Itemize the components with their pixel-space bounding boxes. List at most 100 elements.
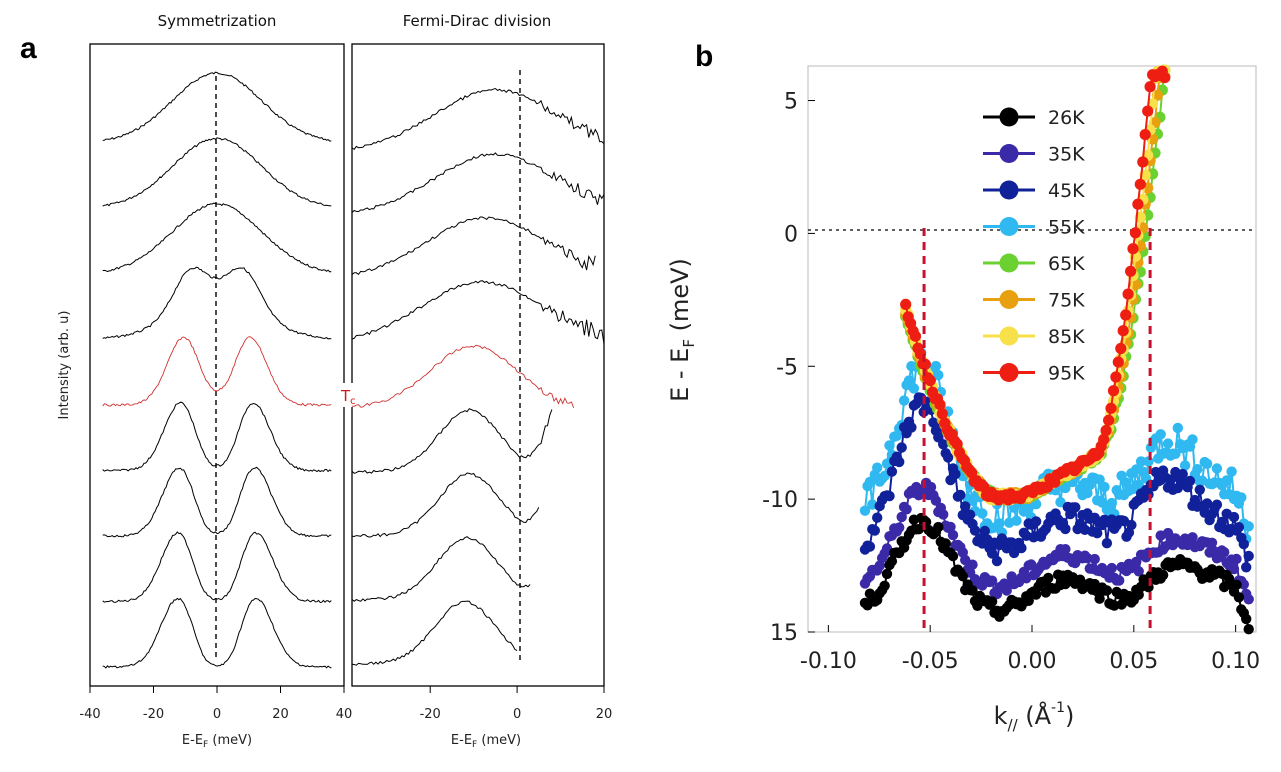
data-point-95K xyxy=(1142,105,1154,117)
data-point-45K xyxy=(872,512,883,523)
legend-marker xyxy=(999,107,1019,127)
data-point-35K xyxy=(986,575,998,586)
data-point-95K xyxy=(1100,424,1112,437)
data-point-45K xyxy=(991,555,1003,567)
data-point-45K xyxy=(1070,502,1081,513)
data-point-45K xyxy=(884,490,895,502)
data-point-26K xyxy=(940,538,951,549)
legend-marker xyxy=(999,180,1019,200)
data-point-55K xyxy=(1179,460,1191,471)
data-point-45K xyxy=(1238,538,1250,550)
data-point-35K xyxy=(1060,544,1071,555)
data-point-55K xyxy=(1143,456,1154,467)
ytick-label-b: 0 xyxy=(784,222,798,247)
data-point-95K xyxy=(1159,72,1171,84)
data-point-45K xyxy=(964,509,976,520)
data-point-95K xyxy=(1105,402,1117,414)
data-point-95K xyxy=(1139,129,1151,141)
data-point-95K xyxy=(900,298,912,310)
data-point-26K xyxy=(957,571,968,582)
xtick-label-left: -40 xyxy=(79,707,100,722)
data-point-45K xyxy=(1201,498,1213,509)
data-point-95K xyxy=(1132,198,1144,210)
xtick-label-left: 20 xyxy=(272,707,289,722)
data-point-55K xyxy=(898,395,910,406)
data-point-45K xyxy=(1177,468,1188,480)
legend-entry-35K: 35K xyxy=(983,144,1085,166)
data-point-45K xyxy=(886,466,898,477)
legend-label: 85K xyxy=(1048,326,1085,348)
ytick-label-b: -10 xyxy=(762,488,798,513)
data-point-26K xyxy=(933,521,944,533)
data-point-45K xyxy=(1243,550,1254,562)
legend-label: 45K xyxy=(1048,180,1085,202)
edc-curve-fd-4 xyxy=(351,280,605,344)
data-point-26K xyxy=(1233,592,1245,603)
data-point-35K xyxy=(1106,562,1118,574)
data-point-95K xyxy=(1098,433,1110,446)
data-point-35K xyxy=(896,511,907,523)
data-point-45K xyxy=(1241,562,1252,573)
legend-marker xyxy=(999,326,1019,346)
data-point-45K xyxy=(1194,484,1206,495)
data-point-95K xyxy=(909,330,922,342)
xtick-label-left: 0 xyxy=(213,707,221,722)
data-point-35K xyxy=(967,559,978,570)
edc-curve-sym-1 xyxy=(102,71,332,142)
data-point-35K xyxy=(1206,537,1218,548)
edc-curve-sym-4 xyxy=(102,266,332,340)
data-point-35K xyxy=(930,495,942,506)
data-point-35K xyxy=(938,509,949,520)
data-point-55K xyxy=(933,369,944,381)
data-point-26K xyxy=(886,556,898,567)
data-point-55K xyxy=(1099,481,1110,493)
data-point-95K xyxy=(936,408,949,420)
edc-curve-fd-5 xyxy=(351,344,575,408)
data-point-26K xyxy=(986,596,998,607)
data-point-55K xyxy=(903,375,915,386)
data-point-55K xyxy=(884,440,895,451)
data-point-95K xyxy=(1117,325,1129,337)
data-point-55K xyxy=(1170,448,1181,459)
edc-curve-sym-7 xyxy=(102,466,332,538)
data-point-95K xyxy=(1122,288,1134,300)
plot-frame-left xyxy=(89,43,345,687)
xtick-label-left: 40 xyxy=(336,707,353,722)
data-point-55K xyxy=(1192,464,1203,475)
data-point-35K xyxy=(1114,575,1125,586)
edc-curve-sym-3 xyxy=(102,202,332,273)
legend-marker xyxy=(999,253,1019,273)
data-point-45K xyxy=(1233,522,1245,533)
edc-curve-fd-6 xyxy=(351,408,553,474)
data-point-55K xyxy=(1172,422,1184,434)
data-point-26K xyxy=(881,568,893,580)
data-point-55K xyxy=(1236,492,1247,503)
data-point-55K xyxy=(1094,474,1105,485)
energy-axis-label: E - EF (meV) xyxy=(666,258,698,402)
data-point-55K xyxy=(1133,479,1144,490)
data-point-45K xyxy=(960,501,971,512)
data-point-55K xyxy=(1243,521,1254,532)
data-point-45K xyxy=(938,439,949,450)
legend-entry-65K: 65K xyxy=(983,253,1085,275)
series-95K xyxy=(900,65,1171,506)
xtick-label-b: -0.10 xyxy=(800,649,857,674)
edc-curve-fd-7 xyxy=(351,472,540,538)
x-axis-label-right: E-EF (meV) xyxy=(451,733,521,750)
legend-entry-26K: 26K xyxy=(983,107,1085,129)
data-point-35K xyxy=(1231,553,1242,565)
x-axis-label-left: E-EF (meV) xyxy=(182,733,252,750)
xtick-label-b: -0.05 xyxy=(902,649,959,674)
data-point-95K xyxy=(1103,414,1115,426)
data-point-35K xyxy=(925,481,937,493)
data-point-26K xyxy=(879,580,890,591)
data-point-55K xyxy=(1155,429,1166,440)
data-point-55K xyxy=(930,360,942,372)
data-point-55K xyxy=(1082,487,1093,499)
data-point-95K xyxy=(1129,227,1141,239)
tc-label: Tc xyxy=(340,387,356,407)
data-point-95K xyxy=(951,438,963,450)
data-point-45K xyxy=(950,468,961,480)
xtick-label-right: 0 xyxy=(513,707,521,722)
